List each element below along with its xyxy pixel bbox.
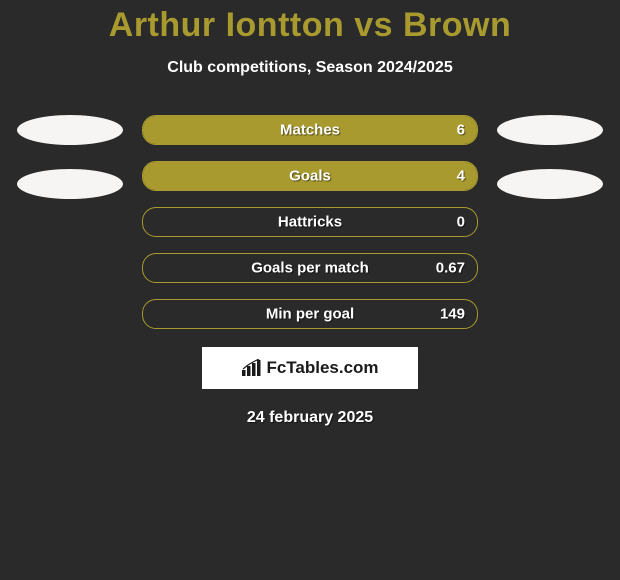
subtitle: Club competitions, Season 2024/2025 xyxy=(167,59,452,77)
stats-bars: Matches 6 Goals 4 Hattricks 0 Goals per … xyxy=(140,115,480,329)
stat-label: Matches xyxy=(280,122,340,139)
stat-bar-min-per-goal: Min per goal 149 xyxy=(142,299,478,329)
brand-text: FcTables.com xyxy=(266,358,378,378)
avatar-right-2 xyxy=(497,169,603,199)
comparison-panel: Matches 6 Goals 4 Hattricks 0 Goals per … xyxy=(0,115,620,329)
stat-bar-goals: Goals 4 xyxy=(142,161,478,191)
brand-badge[interactable]: FcTables.com xyxy=(202,347,418,389)
page-title: Arthur Iontton vs Brown xyxy=(109,6,511,45)
avatar-right-1 xyxy=(497,115,603,145)
stat-right-value: 6 xyxy=(457,122,465,139)
stat-right-value: 4 xyxy=(457,168,465,185)
stat-bar-hattricks: Hattricks 0 xyxy=(142,207,478,237)
stat-bar-goals-per-match: Goals per match 0.67 xyxy=(142,253,478,283)
stat-right-value: 0 xyxy=(457,214,465,231)
date-label: 24 february 2025 xyxy=(247,409,373,427)
left-column xyxy=(0,115,140,223)
stat-bar-matches: Matches 6 xyxy=(142,115,478,145)
stat-label: Hattricks xyxy=(278,214,342,231)
avatar-left-2 xyxy=(17,169,123,199)
stat-right-value: 0.67 xyxy=(436,260,465,277)
bar-chart-icon xyxy=(241,359,263,377)
stat-label: Min per goal xyxy=(266,306,354,323)
stat-label: Goals per match xyxy=(251,260,369,277)
stat-label: Goals xyxy=(289,168,331,185)
avatar-left-1 xyxy=(17,115,123,145)
stat-right-value: 149 xyxy=(440,306,465,323)
right-column xyxy=(480,115,620,223)
